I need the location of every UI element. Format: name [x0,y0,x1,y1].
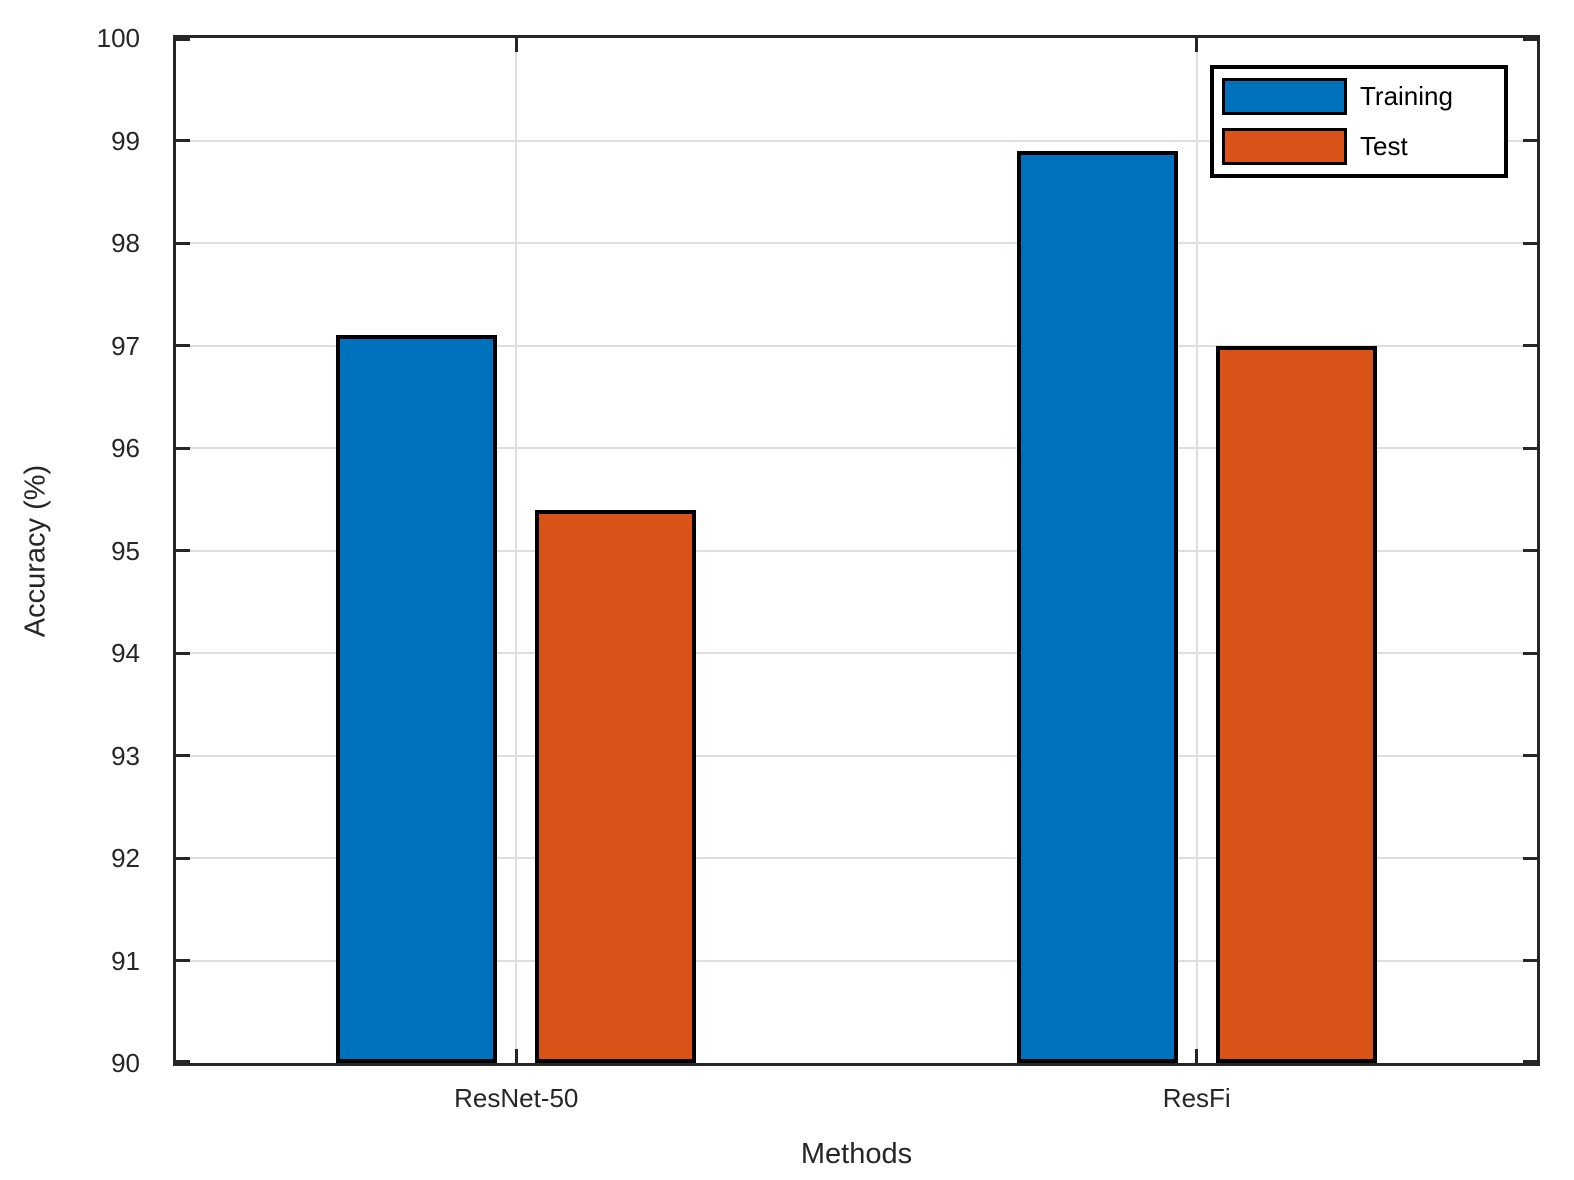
legend-item-training: Training [1222,78,1504,115]
y-tick-right-93 [1523,754,1537,757]
legend-label-test: Test [1360,131,1408,161]
x-tick-bottom-resnet-50 [514,1049,518,1063]
x-tick-top-resfi [1195,38,1199,52]
gridline-y-93 [176,754,1537,757]
gridline-y-91 [176,959,1537,962]
legend-label-training: Training [1360,81,1453,111]
y-tick-left-95 [176,549,190,552]
bar-test-resfi [1215,345,1377,1063]
y-tick-label-91: 91 [111,945,140,976]
y-tick-label-98: 98 [111,228,140,258]
gridline-x-resfi [1195,38,1198,1063]
y-tick-right-97 [1523,344,1537,347]
plot-area [173,35,1540,1066]
y-tick-label-96: 96 [111,433,140,463]
gridline-y-94 [176,652,1537,654]
legend-swatch-test [1222,128,1347,165]
y-tick-label-94: 94 [111,638,140,668]
y-tick-left-94 [176,651,190,655]
y-tick-left-97 [176,344,190,347]
x-axis-label: Methods [800,1138,913,1170]
y-tick-label-93: 93 [111,740,140,771]
legend-item-test: Test [1222,128,1504,165]
y-tick-left-96 [176,446,190,450]
y-tick-right-100 [1523,38,1537,41]
x-tick-bottom-resfi [1195,1049,1199,1063]
y-tick-right-95 [1523,549,1537,552]
gridline-y-99 [176,139,1537,142]
gridline-y-96 [176,447,1537,449]
x-tick-label-resfi: ResFi [1162,1083,1231,1113]
x-tick-label-resnet-50: ResNet-50 [454,1083,579,1113]
y-tick-label-90: 90 [111,1048,140,1078]
legend-swatch-training [1222,78,1347,115]
gridline-x-resnet-50 [515,38,518,1063]
gridline-y-95 [176,549,1537,552]
y-tick-left-90 [176,1060,190,1063]
y-tick-left-91 [176,959,190,962]
y-tick-right-90 [1523,1060,1537,1063]
y-tick-right-94 [1523,651,1537,655]
y-tick-left-92 [176,856,190,860]
y-tick-right-91 [1523,959,1537,962]
gridline-y-97 [176,344,1537,347]
bar-training-resnet-50 [336,335,498,1063]
bar-training-resfi [1016,150,1178,1063]
y-tick-label-95: 95 [111,535,140,566]
gridline-y-98 [176,242,1537,244]
y-tick-label-92: 92 [111,843,140,873]
y-tick-right-92 [1523,856,1537,860]
y-tick-left-99 [176,139,190,142]
y-tick-label-99: 99 [111,125,140,156]
x-tick-top-resnet-50 [514,38,518,52]
gridline-y-92 [176,857,1537,859]
y-tick-left-98 [176,241,190,245]
y-tick-right-96 [1523,446,1537,450]
bar-test-resnet-50 [535,509,697,1063]
y-tick-left-100 [176,38,190,41]
y-tick-left-93 [176,754,190,757]
y-tick-label-97: 97 [111,330,140,361]
y-tick-label-100: 100 [96,23,140,53]
legend: Training Test [1210,65,1508,178]
y-tick-right-99 [1523,139,1537,142]
y-tick-right-98 [1523,241,1537,245]
